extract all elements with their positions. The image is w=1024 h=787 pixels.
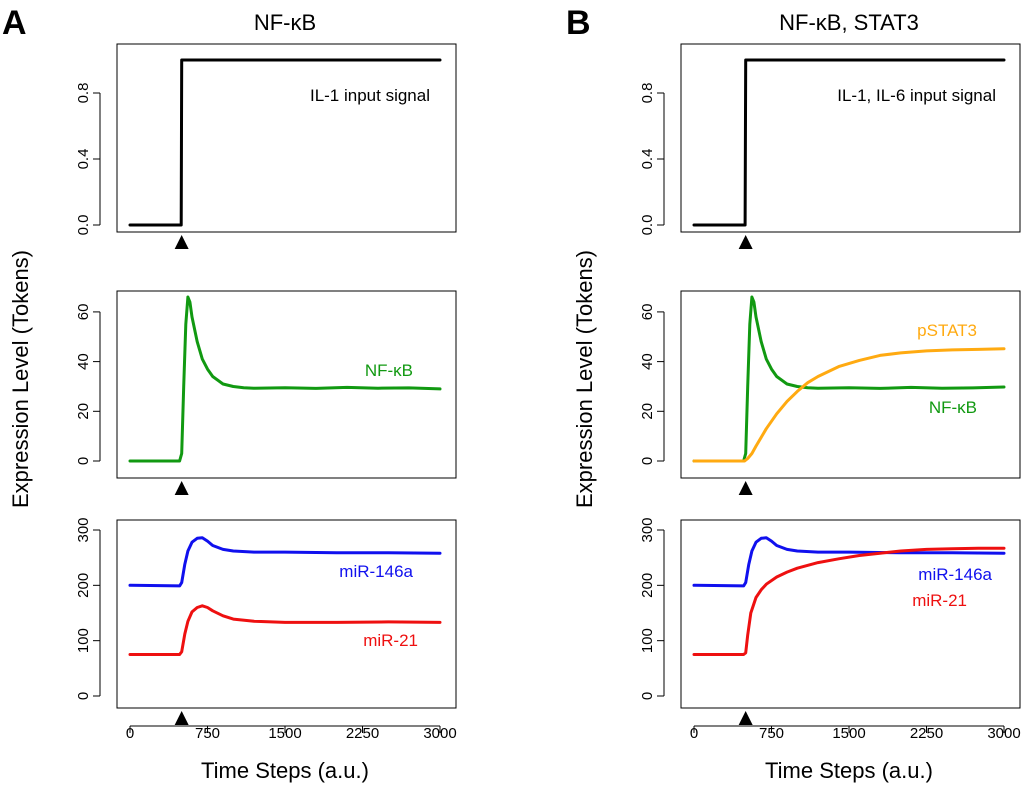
panel-b-subplot-2-y-tick-label: 60 <box>639 304 656 321</box>
panel-letter-a: A <box>2 4 27 42</box>
panel-b-subplot-1-y-tick-label: 0.4 <box>639 149 656 170</box>
panel-b-subplot-2-label-nf-b: NF-κB <box>929 398 977 417</box>
panel-b-subplot-2-y-tick-label: 40 <box>639 353 656 370</box>
plots-layer: 0.0 0.4 0.8 IL-1 input signal 0 20 40 60 NF-κB 0 1… <box>75 43 1021 742</box>
panel-b-subplot-3-label-mir-21: miR-21 <box>912 591 967 610</box>
panel-a-subplot-1-y-tick-label: 0.0 <box>75 215 92 236</box>
panel-b-subplot-3-y-tick-label: 100 <box>639 628 656 653</box>
panel-a-subplot-3-y-tick-label: 0 <box>75 692 92 700</box>
panel-b-x-tick-label: 3000 <box>987 725 1020 742</box>
panel-b-subplot-2-y-tick-label: 20 <box>639 403 656 420</box>
panel-b-subplot-3-stimulus-arrow <box>738 711 753 725</box>
panel-a-subplot-3-series-mir-146a <box>128 536 442 588</box>
panel-a-subplot-2-series-nf-b <box>128 295 442 463</box>
panel-b-subplot-3-y-tick-label: 300 <box>639 517 656 542</box>
panel-b-x-tick-label: 0 <box>690 725 698 742</box>
panel-a-x-tick-label: 0 <box>126 725 134 742</box>
panel-a-x-tick-label: 3000 <box>423 725 456 742</box>
panel-b-title: NF-κB, STAT3 <box>779 10 919 35</box>
panel-b-subplot-1-y-tick-label: 0.0 <box>639 215 656 236</box>
panel-a-subplot-3-frame <box>116 519 457 709</box>
panel-a-subplot-1-stimulus-arrow <box>174 235 189 249</box>
panel-a-x-tick-label: 750 <box>195 725 220 742</box>
panel-b-subplot-2-series-pstat3 <box>692 347 1006 463</box>
panel-a-subplot-3-stimulus-arrow <box>174 711 189 725</box>
panel-a-title: NF-κB <box>254 10 316 35</box>
panel-b-subplot-1-y-tick-label: 0.8 <box>639 83 656 104</box>
panel-b-subplot-3-series-mir-21 <box>692 546 1006 656</box>
panel-b-subplot-3-y-tick-label: 0 <box>639 692 656 700</box>
panel-a-subplot-3-series-mir-21 <box>128 604 442 656</box>
panel-b-subplot-1-stimulus-arrow <box>738 235 753 249</box>
panel-b-subplot-1-frame <box>680 43 1021 233</box>
panel-b-subplot-2-y-tick-label: 0 <box>639 457 656 465</box>
panel-a-subplot-2-label-nf-b: NF-κB <box>365 361 413 380</box>
panel-b-x-tick-label: 750 <box>759 725 784 742</box>
panel-a-x-axis-label: Time Steps (a.u.) <box>201 758 369 783</box>
panel-b-subplot-1-label-il-1-il-6-input-signal: IL-1, IL-6 input signal <box>837 86 996 105</box>
panel-b-subplot-2-stimulus-arrow <box>738 481 753 495</box>
panel-a-y-axis-label: Expression Level (Tokens) <box>8 250 33 508</box>
panel-a-subplot-1-label-il-1-input-signal: IL-1 input signal <box>310 86 430 105</box>
panel-a-subplot-3-label-mir-21: miR-21 <box>363 631 418 650</box>
panel-a-subplot-2-y-tick-label: 0 <box>75 457 92 465</box>
panel-b-y-axis-label: Expression Level (Tokens) <box>572 250 597 508</box>
panel-a-subplot-2-y-tick-label: 60 <box>75 304 92 321</box>
panel-a-subplot-1-y-tick-label: 0.4 <box>75 149 92 170</box>
panel-a-subplot-1-y-tick-label: 0.8 <box>75 83 92 104</box>
panel-b-x-tick-label: 2250 <box>910 725 943 742</box>
panel-b-subplot-3-y-tick-label: 200 <box>639 573 656 598</box>
panel-b-subplot-1-series-il-1-il-6-input-signal <box>692 58 1006 227</box>
panel-a-x-tick-label: 1500 <box>268 725 301 742</box>
panel-a-subplot-1-frame <box>116 43 457 233</box>
panel-b-subplot-2-label-pstat3: pSTAT3 <box>917 321 977 340</box>
panel-b-x-axis-label: Time Steps (a.u.) <box>765 758 933 783</box>
panel-b-subplot-2-frame <box>680 290 1021 479</box>
panel-b-subplot-3-series-mir-146a <box>692 536 1006 588</box>
panel-a-subplot-2-y-tick-label: 40 <box>75 353 92 370</box>
panel-a-subplot-3-y-tick-label: 200 <box>75 573 92 598</box>
panel-a-subplot-1-series-il-1-input-signal <box>128 58 442 227</box>
panel-a-subplot-2-frame <box>116 290 457 479</box>
panel-letter-b: B <box>566 4 591 42</box>
panel-b-subplot-3-label-mir-146a: miR-146a <box>918 565 992 584</box>
panel-a-subplot-2-y-tick-label: 20 <box>75 403 92 420</box>
panel-a-subplot-3-y-tick-label: 300 <box>75 517 92 542</box>
panel-b-x-tick-label: 1500 <box>832 725 865 742</box>
panel-a-subplot-2-stimulus-arrow <box>174 481 189 495</box>
panel-a-x-tick-label: 2250 <box>346 725 379 742</box>
panel-a-subplot-3-y-tick-label: 100 <box>75 628 92 653</box>
panel-b-subplot-3-frame <box>680 519 1021 709</box>
panel-b-subplot-2-series-nf-b <box>692 295 1006 463</box>
panel-a-subplot-3-label-mir-146a: miR-146a <box>339 562 413 581</box>
